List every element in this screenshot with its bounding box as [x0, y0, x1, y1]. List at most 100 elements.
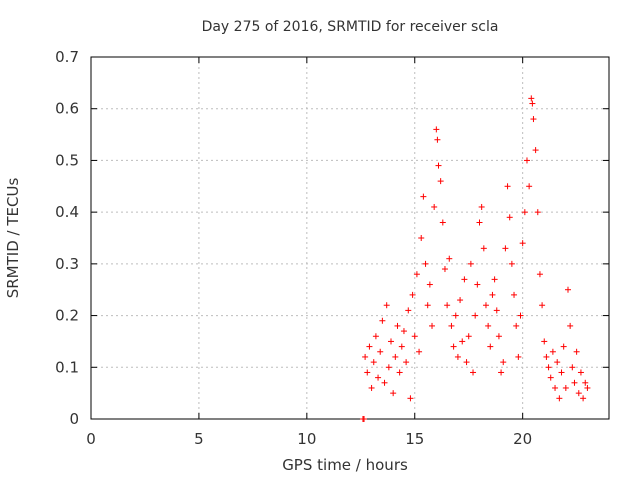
y-tick-label: 0.3	[55, 255, 79, 273]
plot-area	[90, 56, 610, 420]
data-point	[487, 343, 494, 350]
data-point	[474, 281, 481, 288]
data-point	[517, 312, 524, 319]
data-point	[491, 276, 498, 283]
data-point	[575, 390, 582, 397]
data-point	[506, 214, 513, 221]
data-point	[368, 384, 375, 391]
x-tick-label: 15	[405, 430, 424, 448]
data-point	[418, 235, 425, 241]
data-point	[523, 157, 530, 164]
data-point	[454, 353, 461, 360]
x-axis-label: GPS time / hours	[282, 456, 408, 474]
data-point	[420, 193, 427, 200]
data-point	[558, 369, 565, 376]
data-point	[511, 291, 518, 298]
data-point	[504, 183, 511, 190]
y-tick-label: 0.6	[55, 100, 79, 118]
data-point	[545, 364, 552, 371]
data-point	[465, 333, 472, 340]
data-point	[554, 359, 561, 366]
data-point	[444, 302, 451, 309]
ticks	[90, 56, 609, 420]
data-point	[569, 364, 576, 371]
data-point	[472, 312, 479, 319]
data-point	[362, 353, 369, 360]
y-tick-label: 0.5	[55, 151, 79, 169]
data-point	[556, 395, 563, 402]
data-point	[372, 333, 379, 340]
data-point	[562, 384, 569, 391]
tick-labels: 0 5 10 15 20 0 0.1 0.2 0.3 0.4 0.5 0.6 0.7	[55, 48, 532, 448]
data-point	[470, 369, 477, 376]
y-tick-label: 0	[69, 410, 79, 428]
data-point	[500, 359, 507, 366]
data-point	[476, 219, 483, 226]
data-point	[493, 307, 500, 314]
data-point	[534, 209, 541, 216]
data-point	[478, 203, 485, 210]
data-point	[539, 302, 546, 309]
y-axis-label: SRMTID / TECUs	[4, 178, 22, 299]
data-point	[530, 116, 537, 123]
data-point	[450, 343, 457, 350]
data-point	[413, 271, 420, 278]
data-point	[482, 302, 489, 309]
data-point	[424, 302, 431, 309]
data-point	[515, 353, 522, 360]
data-point	[377, 348, 384, 355]
data-point	[567, 322, 574, 329]
data-point	[543, 353, 550, 360]
data-point	[582, 379, 589, 386]
data-point	[448, 322, 455, 329]
x-tick-label: 20	[513, 430, 532, 448]
data-point	[381, 379, 388, 386]
data-point	[441, 266, 448, 273]
data-point	[573, 348, 580, 355]
data-point	[366, 343, 373, 350]
data-point	[571, 379, 578, 386]
data-point	[388, 338, 395, 345]
data-point	[519, 240, 526, 247]
data-point	[528, 95, 535, 102]
data-point	[502, 245, 509, 252]
data-point	[541, 338, 548, 345]
data-point	[459, 338, 466, 345]
data-point	[508, 260, 515, 267]
data-point	[429, 322, 436, 329]
data-point	[495, 333, 502, 340]
data-point	[513, 322, 520, 329]
data-point	[379, 317, 386, 324]
data-point	[480, 245, 487, 252]
data-point	[433, 126, 440, 133]
data-point	[485, 322, 492, 329]
data-points	[359, 95, 591, 422]
x-tick-label: 10	[297, 430, 316, 448]
chart-title: Day 275 of 2016, SRMTID for receiver scl…	[202, 19, 499, 35]
data-point	[434, 136, 441, 143]
data-point	[398, 343, 405, 350]
data-point	[529, 100, 536, 107]
data-point	[435, 162, 442, 169]
data-point	[577, 369, 584, 376]
data-point	[498, 369, 505, 376]
data-point	[394, 322, 401, 329]
data-point	[457, 297, 464, 304]
x-tick-label: 5	[194, 430, 204, 448]
data-point	[403, 359, 410, 366]
data-point	[547, 374, 554, 381]
data-point	[361, 416, 368, 422]
data-point	[422, 260, 429, 267]
data-point	[431, 203, 438, 210]
data-point	[552, 384, 559, 391]
data-point	[452, 312, 459, 319]
data-point	[364, 369, 371, 376]
data-point	[400, 328, 407, 335]
data-point	[396, 369, 403, 376]
y-tick-label: 0.1	[55, 358, 79, 376]
y-tick-label: 0.7	[55, 48, 79, 66]
data-point	[584, 384, 591, 391]
data-point	[489, 291, 496, 298]
data-point	[461, 276, 468, 283]
data-point	[390, 390, 397, 397]
